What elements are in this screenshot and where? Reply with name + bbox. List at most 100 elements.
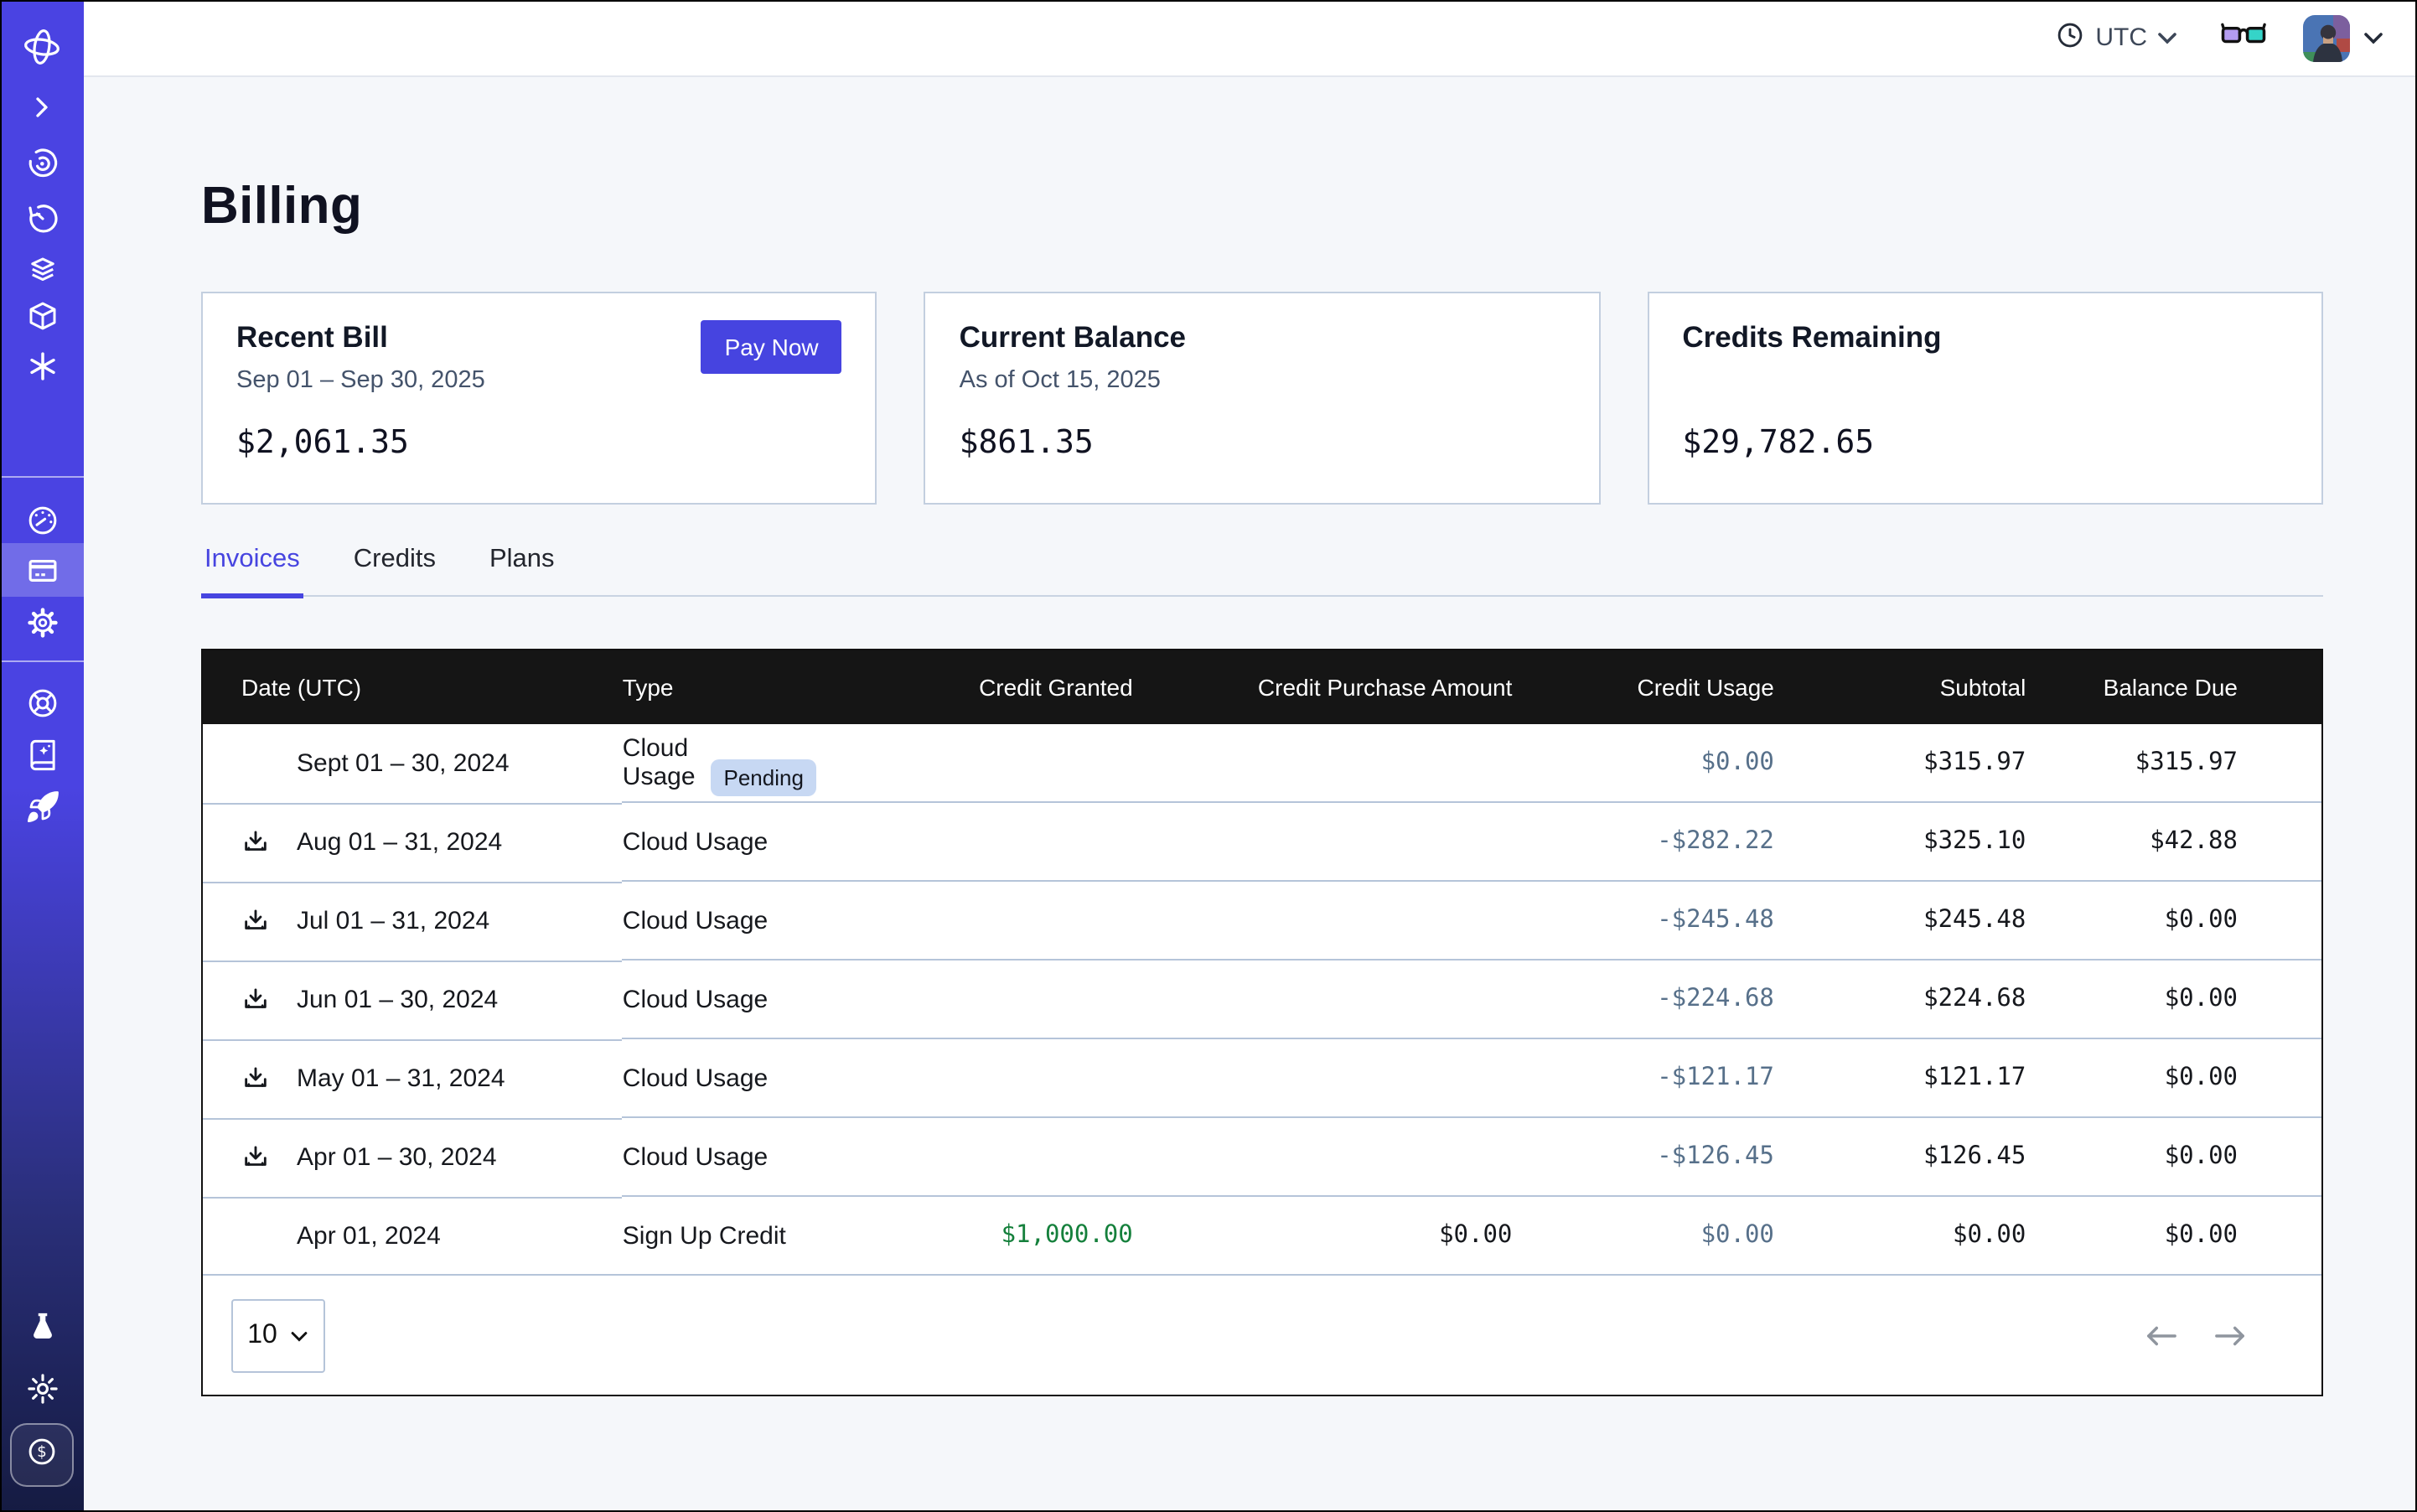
3d-glasses-icon [2221, 19, 2266, 56]
invoices-table: Date (UTC) Type Credit Granted Credit Pu… [203, 650, 2321, 1274]
credit-purchase-cell: $0.00 [1132, 1195, 1513, 1274]
sidebar: $ [0, 0, 84, 1512]
download-invoice-icon[interactable] [241, 827, 275, 856]
credit-purchase-cell [1133, 724, 1513, 802]
sidebar-item-asterisk[interactable] [0, 339, 84, 392]
sidebar-item-expand[interactable] [0, 80, 84, 134]
download-invoice-icon[interactable] [241, 985, 275, 1013]
summary-cards: Recent Bill Sep 01 – Sep 30, 2025 Pay No… [201, 292, 2323, 505]
card-subtitle: Sep 01 – Sep 30, 2025 [236, 367, 485, 394]
sidebar-active-highlight [0, 543, 84, 597]
page-size-select[interactable]: 10 [231, 1298, 325, 1372]
card-title: Credits Remaining [1682, 320, 1942, 354]
credit-purchase-cell [1132, 801, 1513, 881]
sidebar-item-billing[interactable] [0, 543, 84, 597]
invoice-period: Jul 01 – 31, 2024 [297, 906, 490, 935]
recent-bill-card: Recent Bill Sep 01 – Sep 30, 2025 Pay No… [201, 292, 877, 505]
download-invoice-icon[interactable] [241, 1142, 275, 1171]
invoice-period: Sept 01 – 30, 2024 [297, 748, 510, 777]
credit-usage-cell: -$126.45 [1512, 1116, 1774, 1196]
flask-icon [24, 1308, 60, 1344]
credit-usage-cell: -$224.68 [1512, 959, 1774, 1038]
balance-due-cell: $0.00 [2026, 1038, 2321, 1117]
subtotal-cell: $315.97 [1923, 749, 2026, 776]
timezone-select[interactable]: UTC [2055, 19, 2177, 56]
credit-purchase-cell [1132, 1038, 1513, 1117]
balance-due-cell: $42.88 [2026, 801, 2321, 881]
pay-now-button[interactable]: Pay Now [701, 320, 842, 374]
avatar [2303, 14, 2350, 61]
svg-text:$: $ [37, 1442, 47, 1460]
download-invoice-icon[interactable] [241, 1064, 275, 1092]
sidebar-divider [0, 476, 84, 478]
credit-usage-cell: $0.00 [1700, 749, 1774, 776]
subtotal-cell: $325.10 [1773, 801, 2026, 881]
balance-due-cell: $0.00 [2026, 959, 2321, 1038]
sidebar-item-credits-offer[interactable]: $ [10, 1423, 74, 1487]
credit-usage-cell: -$245.48 [1512, 880, 1774, 960]
table-row: Sept 01 – 30, 2024 Cloud Usage Pending $0.0… [203, 724, 2321, 802]
book-sparkles-icon [24, 737, 60, 772]
page-size-value: 10 [247, 1320, 277, 1349]
sidebar-item-layers[interactable] [0, 243, 84, 297]
credit-purchase-cell [1132, 880, 1513, 960]
chevron-down-icon [2157, 23, 2177, 52]
sidebar-item-theme[interactable] [0, 1361, 84, 1415]
subtotal-cell: $245.48 [1773, 880, 2026, 960]
balance-due-cell: $315.97 [2135, 749, 2238, 776]
cube-icon [24, 298, 60, 333]
invoice-type: Cloud Usage [622, 906, 769, 935]
account-menu[interactable] [2303, 14, 2383, 61]
sidebar-item-labs[interactable] [0, 1299, 84, 1353]
tab-invoices[interactable]: Invoices [201, 545, 303, 598]
view-mode-button[interactable] [2221, 19, 2266, 56]
invoice-period: May 01 – 31, 2024 [297, 1064, 505, 1092]
pagination [2145, 1323, 2246, 1347]
invoice-type: Sign Up Credit [622, 1221, 786, 1250]
table-row: Jul 01 – 31, 2024 Cloud Usage -$245.48 $245… [203, 880, 2321, 960]
credit-purchase-cell [1132, 959, 1513, 1038]
sidebar-item-support[interactable] [0, 676, 84, 729]
col-balance-due: Balance Due [2026, 650, 2321, 724]
next-page-button[interactable] [2214, 1323, 2246, 1347]
sidebar-item-timer[interactable] [0, 191, 84, 245]
col-credit-usage: Credit Usage [1512, 650, 1774, 724]
table-row: Jun 01 – 30, 2024 Cloud Usage -$224.68 $224… [203, 959, 2321, 1038]
card-subtitle [1682, 367, 1941, 396]
subtotal-cell: $224.68 [1773, 959, 2026, 1038]
col-credit-granted: Credit Granted [841, 650, 1133, 724]
invoice-type: Cloud Usage [622, 1142, 769, 1171]
sidebar-item-docs[interactable] [0, 728, 84, 781]
sidebar-item-usage[interactable] [0, 493, 84, 546]
sidebar-item-getting-started[interactable] [0, 779, 84, 833]
subtotal-cell: $0.00 [1773, 1195, 2026, 1274]
credit-granted-cell [841, 959, 1133, 1038]
status-badge: Pending [710, 759, 817, 795]
credit-granted-cell [841, 880, 1133, 960]
col-date: Date (UTC) [203, 650, 623, 724]
credit-granted-cell [841, 724, 1133, 802]
sidebar-item-settings[interactable] [0, 595, 84, 649]
table-row: May 01 – 31, 2024 Cloud Usage -$121.17 $121… [203, 1038, 2321, 1117]
prev-page-button[interactable] [2145, 1323, 2177, 1347]
sidebar-item-radar[interactable] [0, 136, 84, 189]
tab-credits[interactable]: Credits [353, 545, 436, 573]
sidebar-logo[interactable] [0, 20, 84, 74]
invoice-period: Apr 01 – 30, 2024 [297, 1142, 497, 1171]
lifebuoy-icon [24, 685, 60, 720]
tab-plans[interactable]: Plans [489, 545, 555, 573]
orbit-logo-icon [20, 25, 64, 69]
invoice-type: Cloud Usage [622, 1064, 769, 1092]
asterisk-icon [24, 348, 60, 383]
recent-bill-amount: $2,061.35 [236, 424, 409, 461]
layers-icon [24, 252, 60, 287]
invoice-period: Apr 01, 2024 [297, 1221, 441, 1250]
invoice-type: Cloud Usage [622, 985, 769, 1013]
invoice-type: Cloud Usage [622, 734, 696, 791]
table-row: Apr 01 – 30, 2024 Cloud Usage -$126.45 $126… [203, 1116, 2321, 1196]
sidebar-item-cube[interactable] [0, 288, 84, 342]
download-invoice-icon[interactable] [241, 906, 275, 935]
credit-card-icon [24, 552, 60, 588]
table-header: Date (UTC) Type Credit Granted Credit Pu… [203, 650, 2321, 724]
